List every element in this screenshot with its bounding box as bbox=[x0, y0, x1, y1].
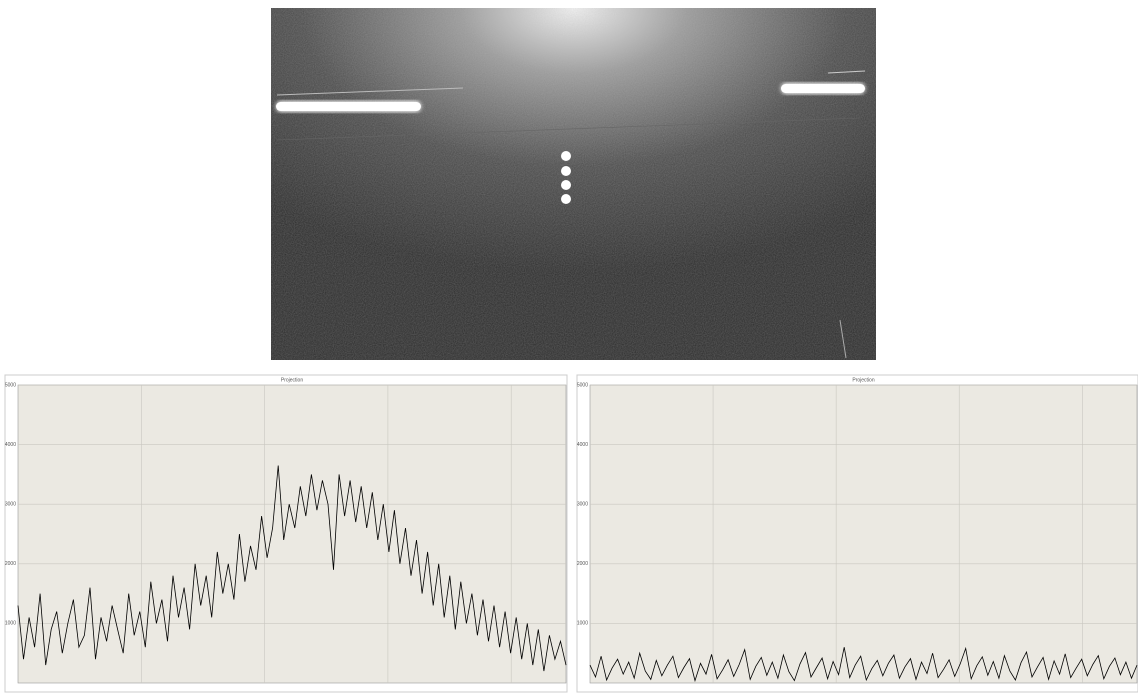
streak bbox=[276, 117, 861, 141]
light-dot bbox=[561, 166, 571, 176]
y-tick-label: 4000 bbox=[577, 442, 588, 448]
light-dot bbox=[561, 151, 571, 161]
streak bbox=[827, 70, 866, 74]
streak bbox=[276, 87, 464, 96]
plot-area bbox=[589, 384, 1138, 684]
photo-noise bbox=[271, 8, 876, 360]
light-dot bbox=[561, 180, 571, 190]
y-tick-label: 5000 bbox=[577, 382, 588, 388]
y-tick-label: 3000 bbox=[5, 502, 16, 508]
y-tick-label: 3000 bbox=[577, 502, 588, 508]
data-line bbox=[589, 646, 1138, 683]
y-tick-label: 1000 bbox=[5, 621, 16, 627]
y-tick-label: 2000 bbox=[5, 561, 16, 567]
data-line bbox=[17, 465, 567, 672]
chart: Projection 1000 2000 3000 4000 5000 bbox=[576, 374, 1138, 693]
y-tick-label: 2000 bbox=[577, 561, 588, 567]
streak bbox=[839, 319, 847, 359]
light-bar bbox=[781, 84, 865, 93]
light-bar bbox=[276, 102, 421, 111]
y-tick-label: 4000 bbox=[5, 442, 16, 448]
y-tick-label: 5000 bbox=[5, 382, 16, 388]
y-tick-label: 1000 bbox=[577, 621, 588, 627]
chart-title: Projection bbox=[281, 377, 303, 383]
plot-area bbox=[17, 384, 567, 684]
light-dot bbox=[561, 194, 571, 204]
photo bbox=[271, 8, 876, 360]
chart-title: Projection bbox=[852, 377, 874, 383]
chart: Projection 1000 2000 3000 4000 5000 bbox=[4, 374, 568, 693]
